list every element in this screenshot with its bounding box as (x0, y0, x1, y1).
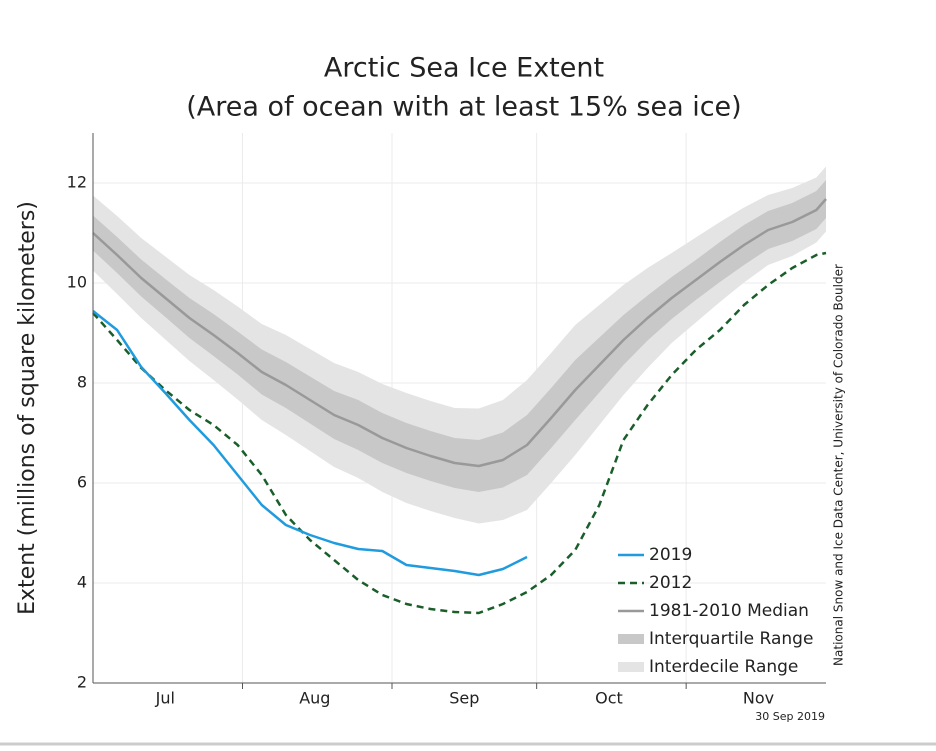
series-line (92, 310, 528, 577)
x-tick-label: Sep (449, 689, 479, 708)
x-tick-label: Jul (155, 689, 175, 708)
x-tick-label: Oct (595, 689, 623, 708)
y-axis-label: Extent (millions of square kilometers) (15, 201, 40, 615)
band-area (93, 180, 826, 492)
legend-label: Interdecile Range (649, 657, 798, 677)
series-line (92, 251, 827, 615)
x-tick-label: Nov (743, 689, 774, 708)
chart-subtitle: (Area of ocean with at least 15% sea ice… (186, 92, 741, 123)
legend-label: 2019 (649, 545, 692, 565)
y-tick-label: 2 (77, 673, 87, 692)
y-tick-label: 12 (67, 173, 87, 192)
source-note: National Snow and Ice Data Center, Unive… (832, 264, 846, 666)
chart-title: Arctic Sea Ice Extent (324, 53, 604, 84)
x-tick-label: Aug (299, 689, 330, 708)
legend-label: 1981-2010 Median (649, 601, 809, 621)
y-tick-label: 8 (77, 373, 87, 392)
y-tick-label: 6 (77, 473, 87, 492)
y-tick-label: 4 (77, 573, 87, 592)
y-tick-label: 10 (67, 273, 87, 292)
legend-label: 2012 (649, 573, 692, 593)
legend-label: Interquartile Range (649, 629, 813, 649)
date-note: 30 Sep 2019 (755, 710, 825, 723)
series-line (92, 198, 827, 468)
